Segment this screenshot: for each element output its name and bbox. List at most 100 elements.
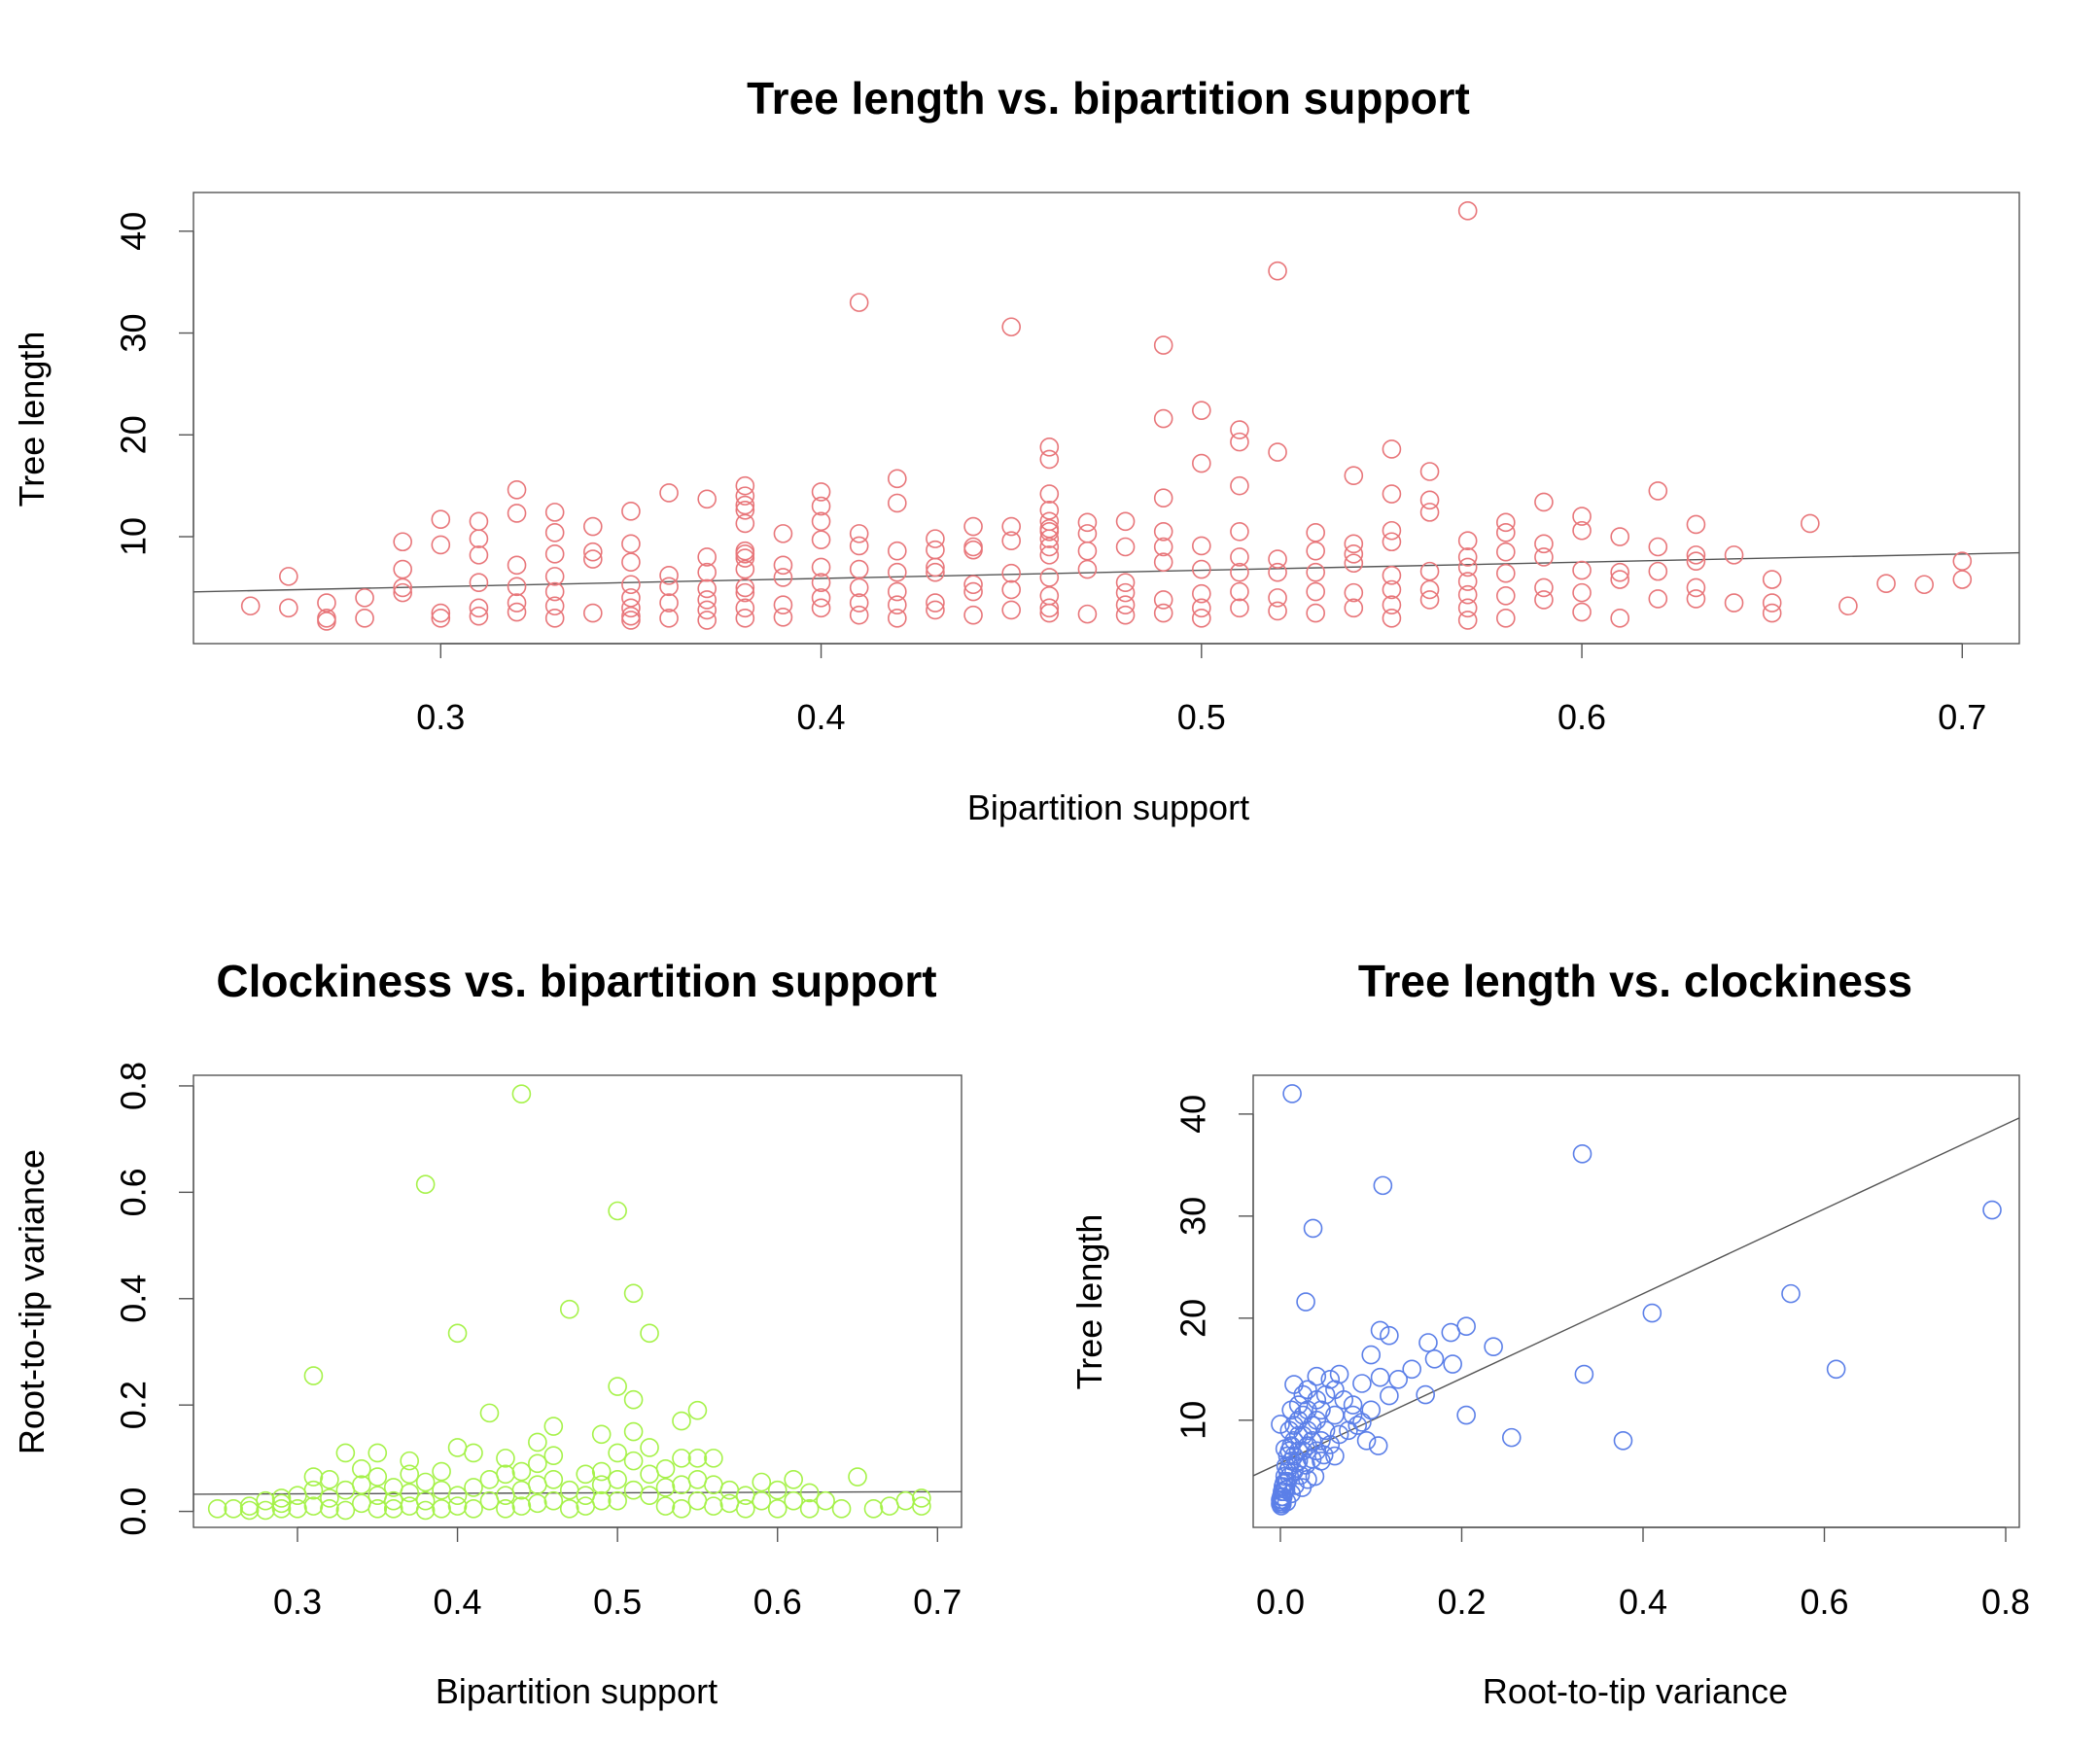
data-point [1380,1325,1399,1346]
data-point [1039,537,1060,557]
data-point [393,532,412,552]
data-point [1268,261,1287,281]
x-tick-label: 0.6 [1558,697,1606,737]
data-point [697,578,717,599]
data-point [559,1299,579,1319]
data-point [544,567,565,586]
data-point [849,578,869,598]
x-tick-label: 0.5 [1177,697,1226,737]
data-point [659,593,679,612]
data-point [447,1496,468,1516]
data-point [1382,609,1402,628]
data-point [583,549,603,569]
data-point [1457,598,1478,618]
data-point [1356,1430,1377,1451]
data-point [1382,566,1402,585]
data-point [1230,432,1249,452]
data-point [963,540,983,560]
data-point [544,596,565,616]
data-point [432,1499,451,1519]
data-point [687,1449,708,1468]
data-point [1402,1359,1421,1380]
data-point [1418,1333,1438,1352]
data-point [1441,1322,1461,1343]
data-point [752,1472,772,1492]
data-point [811,530,831,549]
bottom-left-y-axis-label: Root-to-tip variance [12,1149,52,1454]
data-point [1153,590,1173,610]
data-point [735,559,755,579]
data-point [849,593,869,612]
data-point [1344,598,1364,618]
data-point [1686,514,1706,535]
data-point [848,1467,867,1487]
data-point [1153,521,1173,542]
top-points [240,201,1973,631]
data-point [1496,563,1516,583]
data-point [799,1483,820,1503]
data-point [1380,1385,1399,1406]
data-point [576,1486,596,1505]
x-tick-label: 0.7 [1938,697,1986,737]
data-point [623,1283,644,1304]
data-point [1419,561,1440,581]
data-point [1361,1400,1382,1420]
data-point [1572,520,1592,541]
data-point [1648,589,1668,609]
data-point [1416,1384,1435,1405]
data-point [543,1469,564,1489]
data-point [1277,1491,1297,1512]
x-tick-label: 0.2 [1437,1582,1486,1622]
data-point [773,524,793,543]
panel-bottom-right: Tree length vs. clockiness Root-to-tip v… [1069,956,2030,1711]
data-point [447,1438,468,1457]
data-point [1781,1283,1801,1304]
data-point [1457,584,1478,605]
data-point [1648,537,1668,557]
data-point [1230,547,1249,567]
data-point [507,593,527,612]
data-point [672,1475,691,1495]
data-point [431,535,451,555]
data-point [1344,553,1364,574]
data-point [1686,589,1706,609]
data-point [1801,513,1820,534]
data-point [1284,1416,1304,1435]
data-point [543,1446,564,1465]
data-point [773,555,793,576]
data-point [963,516,983,537]
y-tick-label: 10 [1173,1401,1213,1440]
x-tick-label: 0.5 [593,1582,642,1622]
data-point [735,541,755,561]
data-point [469,511,489,532]
data-point [849,559,869,579]
data-point [1457,547,1478,567]
data-point [1952,551,1973,571]
data-point [1306,603,1325,623]
data-point [355,588,374,608]
data-point [1192,536,1211,556]
data-point [1329,1364,1349,1384]
data-point [1039,568,1060,587]
data-point [608,1201,627,1221]
data-point [621,552,641,573]
data-point [400,1464,419,1485]
data-point [640,1438,659,1457]
data-point [591,1490,612,1511]
data-point [697,611,717,630]
data-point [621,575,641,595]
data-point [912,1496,931,1516]
data-point [352,1493,371,1514]
data-point [1382,532,1402,552]
data-point [1115,582,1136,603]
data-point [704,1496,723,1516]
data-point [256,1500,275,1521]
data-point [1613,1430,1633,1451]
data-point [1077,512,1098,533]
data-point [415,1490,436,1511]
bottom-right-regression-line [1252,1117,2020,1477]
data-point [926,600,945,620]
data-point [415,1174,436,1194]
data-point [1686,545,1706,565]
data-point [1306,581,1325,602]
